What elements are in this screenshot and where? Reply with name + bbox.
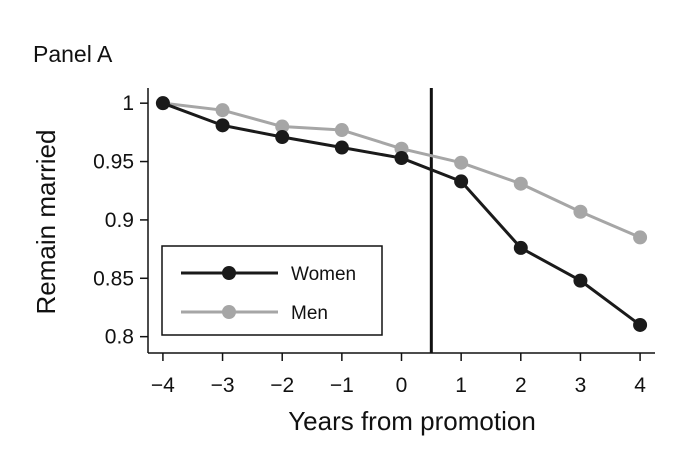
data-point-men xyxy=(573,204,588,219)
x-tick-label: −3 xyxy=(211,374,235,397)
panel-title: Panel A xyxy=(33,41,113,67)
x-axis-label: Years from promotion xyxy=(288,406,536,436)
data-point-women xyxy=(155,96,170,111)
data-point-women xyxy=(454,174,469,189)
y-axis-ticks: 1 0.95 0.9 0.85 0.8 xyxy=(93,92,148,349)
data-point-men xyxy=(633,230,648,245)
x-tick-label: 1 xyxy=(455,374,467,397)
x-tick-label: 4 xyxy=(634,374,646,397)
data-point-women xyxy=(275,130,290,145)
data-point-men xyxy=(454,155,469,170)
y-tick-label: 0.9 xyxy=(105,209,134,232)
x-axis-ticks: −4 −3 −2 −1 0 1 2 3 4 xyxy=(151,353,646,397)
x-tick-label: −1 xyxy=(330,374,354,397)
y-tick-label: 0.85 xyxy=(93,267,134,290)
series-line-men xyxy=(162,101,641,239)
data-point-women xyxy=(394,151,409,166)
x-tick-label: −2 xyxy=(270,374,294,397)
y-tick-label: 0.95 xyxy=(93,151,134,174)
series-layer xyxy=(155,96,648,332)
x-tick-label: −4 xyxy=(151,374,175,397)
data-point-women xyxy=(513,240,528,255)
data-point-men xyxy=(334,123,349,138)
legend-marker-men xyxy=(222,305,236,319)
y-axis-label: Remain married xyxy=(31,130,61,315)
legend-marker-women xyxy=(222,266,236,280)
data-point-men xyxy=(513,176,528,191)
legend-label-men: Men xyxy=(291,303,328,324)
y-tick-label: 1 xyxy=(122,92,134,115)
legend-label-women: Women xyxy=(291,264,356,285)
legend-box xyxy=(161,245,383,336)
data-point-women xyxy=(215,118,230,133)
data-point-men xyxy=(275,119,290,134)
x-tick-label: 2 xyxy=(515,374,527,397)
data-point-women xyxy=(573,273,588,288)
data-point-men xyxy=(215,103,230,118)
data-point-women xyxy=(633,317,648,332)
x-tick-label: 0 xyxy=(396,374,408,397)
legend: Women Men xyxy=(161,245,383,336)
y-tick-label: 0.8 xyxy=(105,326,134,349)
data-point-women xyxy=(334,140,349,155)
x-tick-label: 3 xyxy=(575,374,587,397)
